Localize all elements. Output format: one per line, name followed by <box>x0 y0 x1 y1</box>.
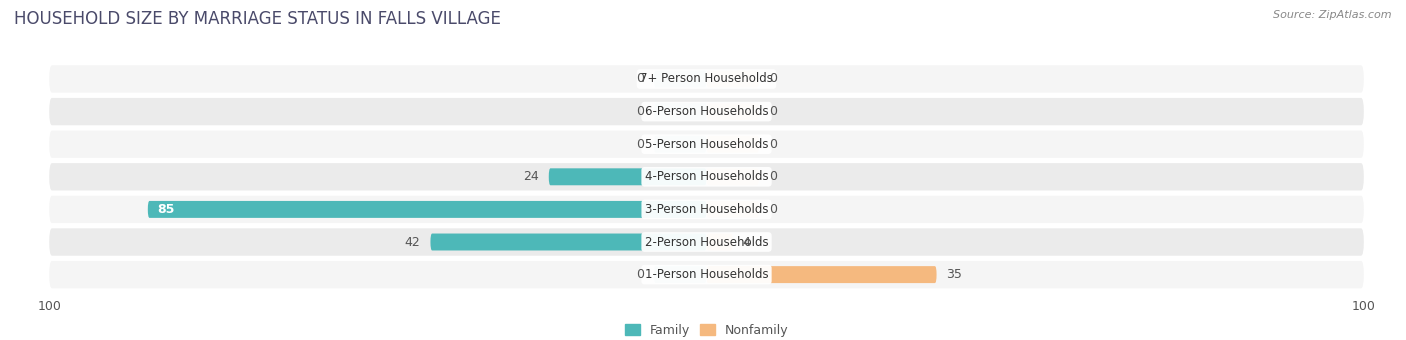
Text: 0: 0 <box>769 72 778 85</box>
FancyBboxPatch shape <box>49 131 1364 158</box>
FancyBboxPatch shape <box>430 234 707 251</box>
FancyBboxPatch shape <box>49 261 1364 288</box>
FancyBboxPatch shape <box>707 136 759 153</box>
Text: 0: 0 <box>769 138 778 151</box>
Text: 7+ Person Households: 7+ Person Households <box>640 72 773 85</box>
Text: 0: 0 <box>769 203 778 216</box>
FancyBboxPatch shape <box>654 70 707 87</box>
Text: 0: 0 <box>769 170 778 183</box>
FancyBboxPatch shape <box>49 65 1364 93</box>
Text: 5-Person Households: 5-Person Households <box>645 138 768 151</box>
Text: 0: 0 <box>636 138 644 151</box>
FancyBboxPatch shape <box>548 168 707 185</box>
FancyBboxPatch shape <box>707 201 759 218</box>
Legend: Family, Nonfamily: Family, Nonfamily <box>620 319 793 340</box>
Text: 24: 24 <box>523 170 538 183</box>
FancyBboxPatch shape <box>654 103 707 120</box>
Text: Source: ZipAtlas.com: Source: ZipAtlas.com <box>1274 10 1392 20</box>
Text: 4-Person Households: 4-Person Households <box>645 170 768 183</box>
FancyBboxPatch shape <box>148 201 707 218</box>
Text: 85: 85 <box>157 203 174 216</box>
Text: 0: 0 <box>636 105 644 118</box>
FancyBboxPatch shape <box>49 228 1364 256</box>
FancyBboxPatch shape <box>49 196 1364 223</box>
FancyBboxPatch shape <box>707 266 936 283</box>
Text: 0: 0 <box>769 105 778 118</box>
Text: 0: 0 <box>636 268 644 281</box>
Text: 6-Person Households: 6-Person Households <box>645 105 768 118</box>
Text: HOUSEHOLD SIZE BY MARRIAGE STATUS IN FALLS VILLAGE: HOUSEHOLD SIZE BY MARRIAGE STATUS IN FAL… <box>14 10 501 28</box>
FancyBboxPatch shape <box>654 136 707 153</box>
FancyBboxPatch shape <box>707 70 759 87</box>
FancyBboxPatch shape <box>707 168 759 185</box>
FancyBboxPatch shape <box>49 163 1364 190</box>
Text: 42: 42 <box>405 236 420 249</box>
Text: 1-Person Households: 1-Person Households <box>645 268 768 281</box>
Text: 4: 4 <box>742 236 751 249</box>
Text: 0: 0 <box>636 72 644 85</box>
FancyBboxPatch shape <box>707 103 759 120</box>
FancyBboxPatch shape <box>707 234 733 251</box>
FancyBboxPatch shape <box>49 98 1364 125</box>
FancyBboxPatch shape <box>654 266 707 283</box>
Text: 35: 35 <box>946 268 962 281</box>
Text: 3-Person Households: 3-Person Households <box>645 203 768 216</box>
Text: 2-Person Households: 2-Person Households <box>645 236 768 249</box>
